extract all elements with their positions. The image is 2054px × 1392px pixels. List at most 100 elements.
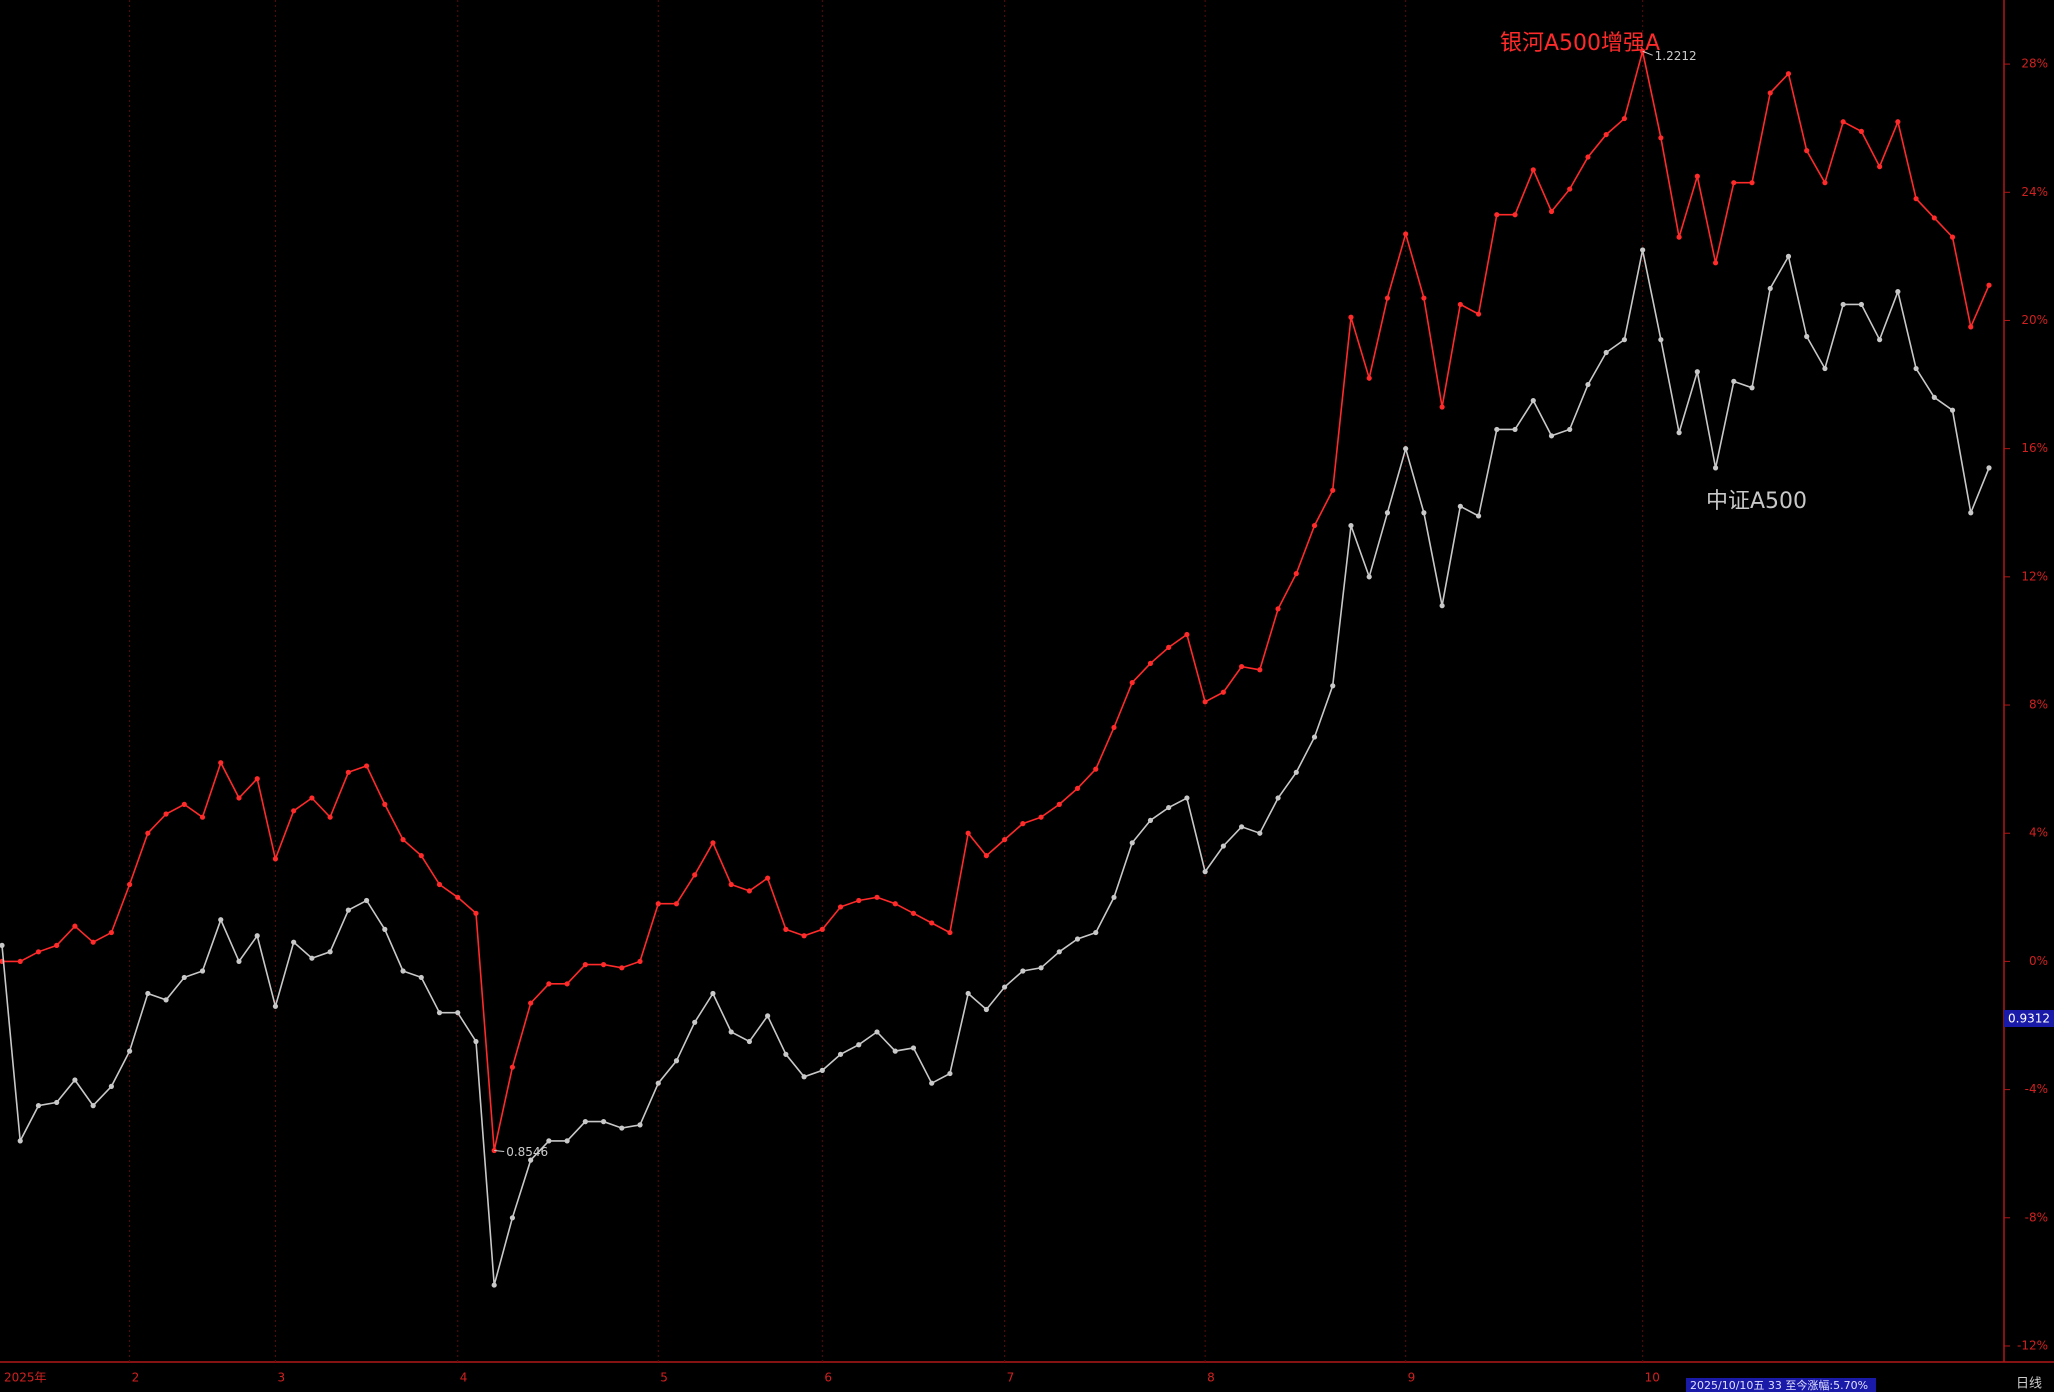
data-point [1749, 180, 1755, 186]
data-point [637, 1122, 643, 1128]
data-point [1238, 663, 1245, 670]
data-point [655, 901, 661, 907]
x-tick-label: 3 [277, 1371, 285, 1385]
data-point [637, 958, 643, 965]
status-text: 2025/10/10五 33 至今涨幅:5.70% [1690, 1378, 1868, 1392]
data-point [473, 1038, 479, 1045]
data-point [1731, 378, 1737, 384]
y-tick-label: 28% [2021, 57, 2048, 71]
data-point [1694, 173, 1700, 179]
data-point [455, 894, 461, 900]
data-point [1822, 180, 1828, 186]
data-point [582, 962, 588, 968]
data-point [455, 1010, 461, 1016]
data-point [1056, 801, 1062, 807]
x-tick-label: 9 [1408, 1371, 1416, 1385]
x-tick-label: 7 [1007, 1371, 1015, 1385]
data-point [1785, 253, 1792, 259]
data-point [1129, 680, 1135, 686]
y-tick-label: 12% [2021, 569, 2048, 583]
data-point [1475, 311, 1482, 317]
data-point [1840, 301, 1846, 308]
data-point [564, 981, 570, 987]
data-point [1074, 785, 1081, 791]
data-point [728, 881, 734, 888]
data-point [600, 1119, 607, 1125]
data-point [1877, 164, 1883, 170]
data-point [1056, 949, 1062, 955]
data-point [528, 1000, 534, 1006]
data-point [1111, 894, 1117, 900]
data-point [418, 853, 424, 859]
data-point [17, 958, 23, 965]
data-point [801, 1074, 807, 1080]
data-point [692, 872, 698, 878]
data-point [1311, 522, 1318, 529]
data-point [54, 1099, 60, 1106]
data-point [1585, 381, 1591, 388]
data-point [1658, 337, 1664, 343]
data-point [783, 926, 789, 932]
data-point [728, 1029, 734, 1035]
data-point [546, 981, 552, 987]
data-point [1366, 375, 1372, 381]
data-point [929, 920, 935, 926]
data-point [1712, 465, 1719, 471]
data-point [72, 1077, 78, 1083]
data-point [1202, 869, 1208, 875]
data-point [145, 990, 151, 997]
data-point [1530, 167, 1536, 173]
data-point [1895, 289, 1901, 295]
data-point [1147, 660, 1154, 666]
data-point [1548, 433, 1555, 439]
data-point [1147, 817, 1154, 824]
y-tick-label: 16% [2021, 441, 2048, 455]
data-point [1421, 295, 1427, 301]
data-point [199, 968, 206, 974]
data-point [218, 917, 224, 923]
data-point [400, 837, 406, 843]
data-point [1439, 603, 1445, 609]
x-tick-label: 6 [824, 1371, 832, 1385]
data-point [765, 875, 771, 881]
data-point [1968, 510, 1974, 516]
data-point [1822, 365, 1828, 372]
data-point [1166, 644, 1172, 650]
data-point [1494, 426, 1500, 433]
data-point [1676, 234, 1682, 240]
data-point [1403, 231, 1409, 237]
data-point [1858, 128, 1864, 134]
data-point [382, 801, 388, 807]
data-point [1293, 769, 1299, 775]
data-point [1949, 407, 1956, 413]
data-point [910, 1045, 917, 1051]
data-point [1749, 385, 1755, 391]
data-point [1603, 131, 1609, 138]
data-point [418, 974, 424, 981]
data-point [254, 776, 260, 782]
data-point [90, 1103, 96, 1109]
data-point [363, 763, 370, 769]
data-point [163, 811, 169, 817]
annotation-leader [494, 1149, 505, 1152]
data-point [965, 990, 971, 997]
current-value-box [2004, 1010, 2054, 1027]
data-point [363, 897, 370, 904]
current-value: 0.9312 [2008, 1012, 2050, 1026]
data-point [801, 933, 807, 939]
data-point [1348, 522, 1354, 529]
data-point [1020, 968, 1026, 974]
data-point [1184, 795, 1190, 801]
data-point [1858, 301, 1864, 308]
data-point [1767, 285, 1773, 292]
data-point [1804, 333, 1810, 340]
data-point [874, 894, 880, 900]
data-point [1567, 186, 1573, 192]
data-point [1676, 430, 1682, 436]
data-point [1494, 212, 1500, 218]
data-point [1403, 446, 1409, 452]
data-point [400, 968, 406, 974]
data-point [1184, 631, 1190, 638]
data-point [291, 808, 297, 814]
